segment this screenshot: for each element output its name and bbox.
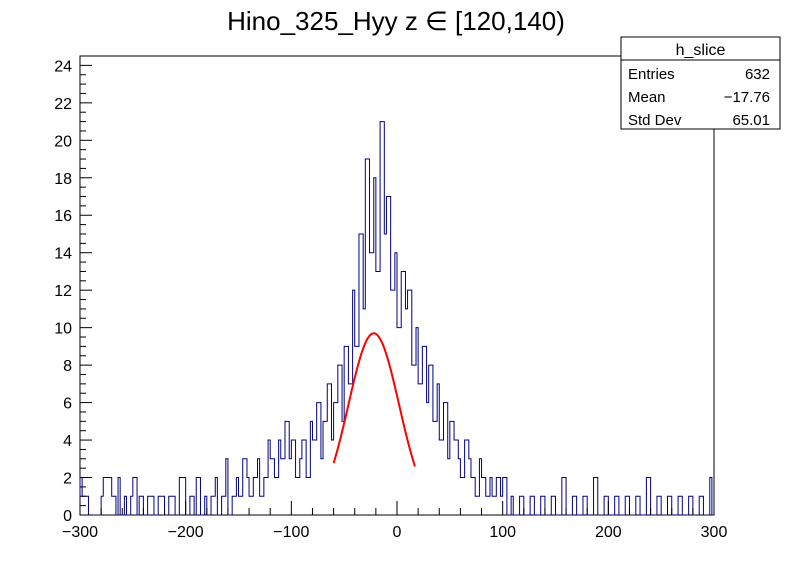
histogram-series — [79, 121, 714, 516]
x-tick-label: 0 — [393, 524, 402, 541]
y-tick-label: 16 — [54, 208, 72, 225]
x-tick-label: −100 — [273, 524, 309, 541]
chart-title: Hino_325_Hyy z ∈ [120,140) — [227, 6, 565, 36]
x-tick-label: 300 — [701, 524, 728, 541]
stats-box-title: h_slice — [676, 42, 726, 59]
x-tick-label: 100 — [489, 524, 516, 541]
stats-row-label: Std Dev — [628, 112, 682, 129]
y-tick-label: 10 — [54, 321, 72, 338]
y-tick-label: 2 — [63, 471, 72, 488]
y-tick-label: 0 — [63, 508, 72, 525]
histogram — [79, 121, 714, 516]
stats-row-value: 65.01 — [732, 112, 770, 129]
stats-row-label: Entries — [628, 66, 675, 83]
y-tick-label: 4 — [63, 433, 72, 450]
y-tick-label: 18 — [54, 171, 72, 188]
y-tick-label: 24 — [54, 58, 72, 75]
y-tick-label: 14 — [54, 246, 72, 263]
x-tick-label: 200 — [595, 524, 622, 541]
gaussian-fit-line — [332, 332, 416, 467]
y-tick-label: 8 — [63, 358, 72, 375]
stats-box-border — [620, 36, 781, 130]
y-tick-label: 6 — [63, 396, 72, 413]
stats-row-value: −17.76 — [724, 89, 770, 106]
x-tick-label: −300 — [62, 524, 98, 541]
y-tick-label: 20 — [54, 133, 72, 150]
x-tick-label: −200 — [168, 524, 204, 541]
y-tick-label: 22 — [54, 96, 72, 113]
stats-row-label: Mean — [628, 89, 666, 106]
stats-row-value: 632 — [745, 66, 770, 83]
fit-curve — [332, 332, 416, 467]
y-tick-label: 12 — [54, 283, 72, 300]
